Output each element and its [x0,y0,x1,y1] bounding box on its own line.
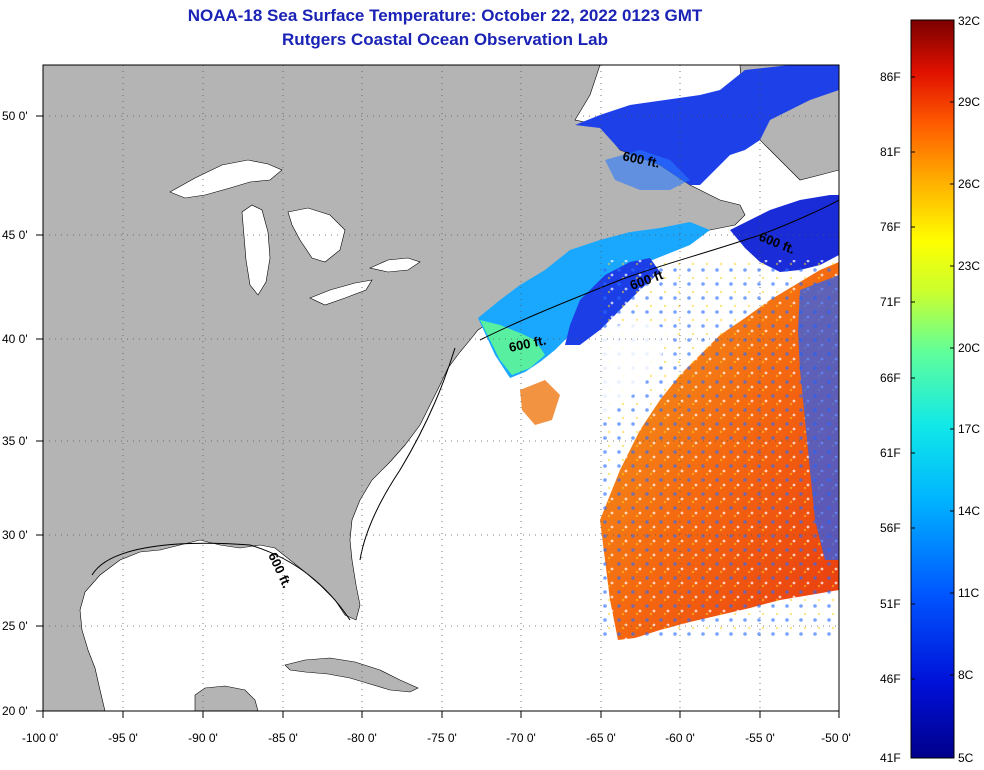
lon-tick-label: -60 0' [665,731,695,745]
lon-tick-label: -50 0' [821,731,851,745]
lat-tick-label: 50 0' [2,109,28,123]
lake-superior [169,159,283,199]
map-title: NOAA-18 Sea Surface Temperature: October… [187,6,703,25]
colorbar-celsius-label: 20C [958,341,980,355]
grid [43,65,839,711]
temperature-colorbar [910,19,955,759]
sst-offshore-east [730,195,839,272]
colorbar-fahrenheit-label: 81F [880,145,901,159]
lat-tick-label: 20 0' [2,704,28,718]
map-subtitle: Rutgers Coastal Ocean Observation Lab [282,30,608,49]
sst-nj-shelf [480,320,545,375]
colorbar-celsius-label: 11C [958,586,979,600]
colorbar-fahrenheit-label: 51F [880,597,901,611]
lon-tick-label: -65 0' [586,731,616,745]
lake-huron [287,207,346,263]
lake-ontario [369,257,421,273]
colorbar-fahrenheit-label: 46F [880,672,901,686]
lon-tick-label: -70 0' [506,731,536,745]
sst-gulf-st-lawrence-inner [605,150,690,190]
colorbar-fahrenheit-label: 41F [880,751,901,765]
colorbar-fahrenheit-label: 76F [880,220,901,234]
colorbar-celsius-label: 29C [958,95,980,109]
lat-tick-label: 35 0' [2,434,28,448]
sst-cool-edge [798,275,839,560]
lon-tick-label: -55 0' [745,731,775,745]
lat-tick-label: 30 0' [2,528,28,542]
colorbar-celsius-label: 5C [958,751,974,765]
lat-tick-label: 25 0' [2,619,28,633]
lon-tick-label: -95 0' [108,731,138,745]
colorbar-celsius-label: 17C [958,422,980,436]
colorbar-fahrenheit-label: 61F [880,446,901,460]
colorbar-ticks [911,76,954,680]
lake-erie [309,279,373,306]
colorbar-celsius-label: 23C [958,259,980,273]
lon-tick-label: -80 0' [347,731,377,745]
colorbar-celsius-label: 14C [958,504,980,518]
colorbar-fahrenheit-label: 56F [880,521,901,535]
colorbar-fahrenheit-label: 66F [880,371,901,385]
land-cuba [284,657,419,693]
lat-tick-label: 40 0' [2,332,28,346]
land-yucatan [194,685,259,711]
lon-tick-label: -100 0' [22,731,58,745]
cloud-gap [560,320,670,425]
colorbar-celsius-label: 26C [958,177,980,191]
lon-tick-label: -85 0' [268,731,298,745]
colorbar-fahrenheit-label: 86F [880,70,901,84]
sst-warm-patch [520,380,560,425]
colorbar-celsius-label: 32C [958,14,980,28]
lon-tick-label: -75 0' [427,731,457,745]
lon-tick-label: -90 0' [188,731,218,745]
axis-ticks [36,115,840,718]
map-border [42,64,840,712]
lat-tick-label: 45 0' [2,228,28,242]
isobath-600ft [91,199,839,621]
land-north-america [43,65,746,711]
colorbar-fahrenheit-label: 71F [880,295,901,309]
lake-michigan [241,204,271,296]
colorbar-celsius-label: 8C [958,668,974,682]
